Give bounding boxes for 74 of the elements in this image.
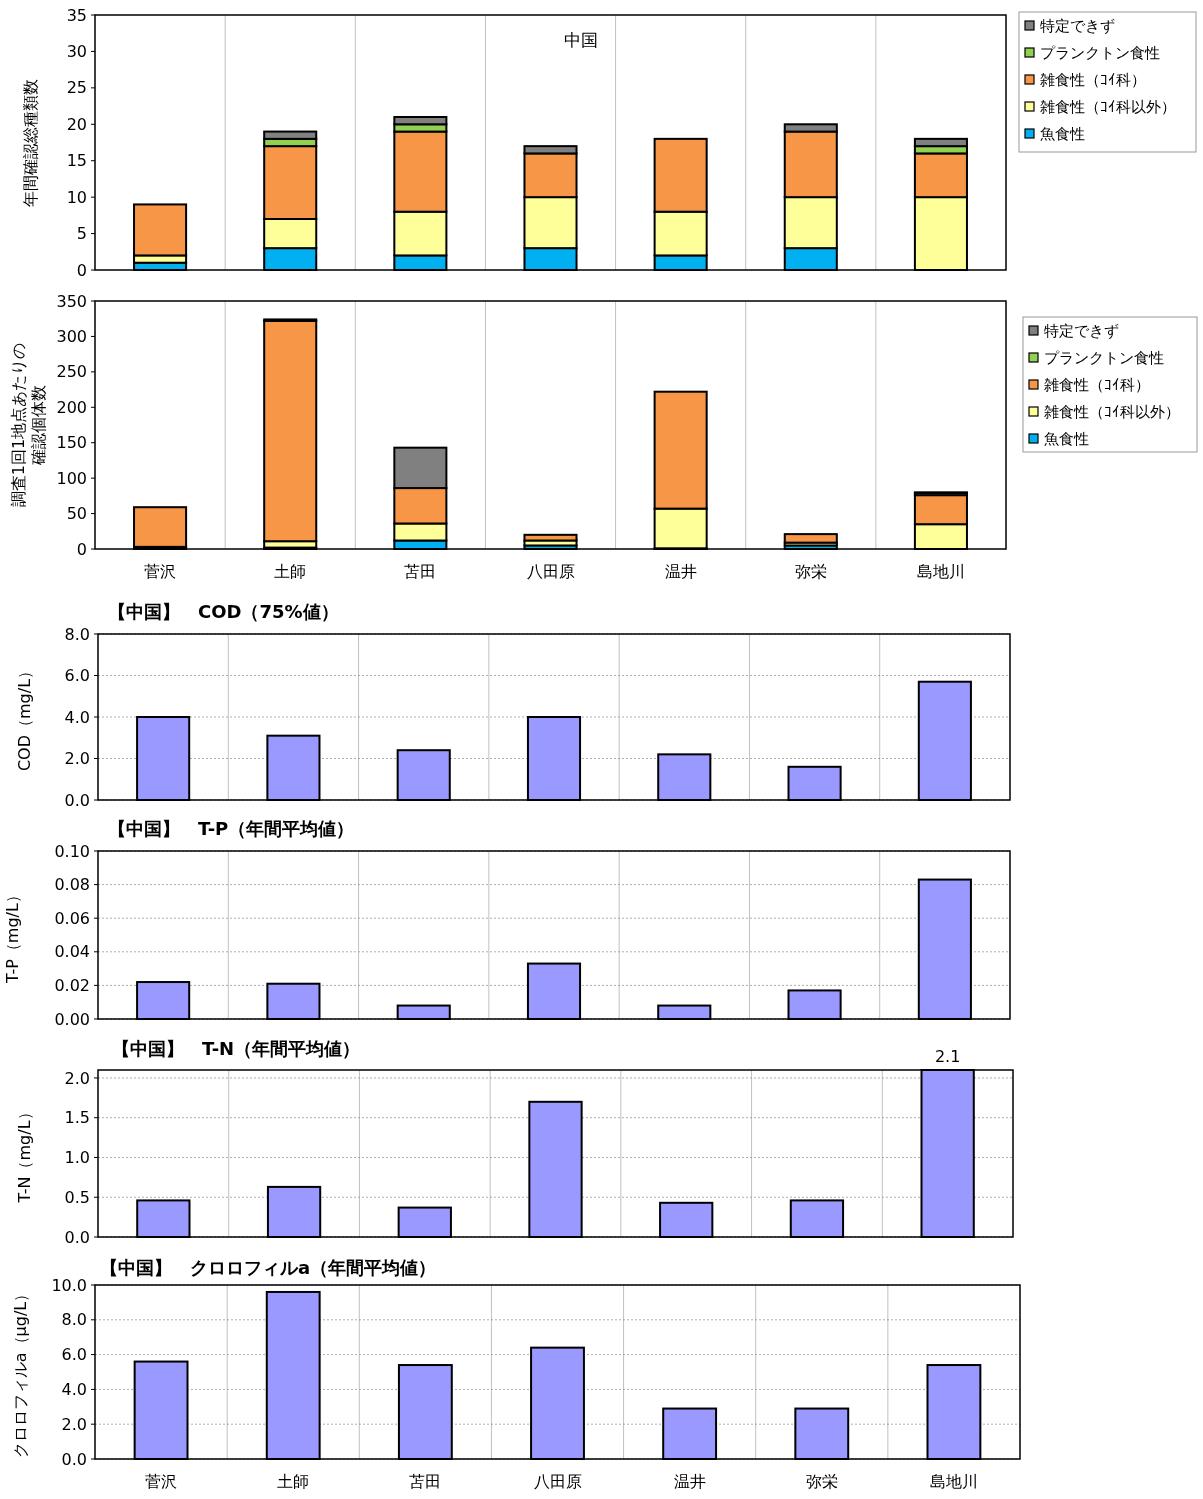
y-tick-label: 0.0: [64, 1227, 90, 1247]
x-tick-label: 温井: [673, 1472, 706, 1491]
y-tick-label: 2.0: [64, 1068, 90, 1088]
y-tick-label: 15: [66, 151, 87, 171]
y-tick-label: 0.10: [54, 841, 90, 861]
y-tick-label: 25: [66, 78, 87, 98]
data-label: 2.1: [934, 1047, 961, 1066]
y-tick-label: 0.0: [61, 1449, 87, 1469]
y-tick-label: 150: [56, 433, 87, 453]
y-tick-label: 200: [56, 397, 87, 417]
y-axis-title: COD（mg/L）: [15, 662, 34, 772]
y-tick-label: 250: [56, 362, 87, 382]
legend-label: 雑食性（ｺｲ科）: [1040, 71, 1146, 90]
legend-label: 雑食性（ｺｲ科）: [1044, 376, 1150, 395]
x-tick-label: 島地川: [929, 1472, 978, 1491]
chart-title: 【中国】 T-P（年間平均値）: [108, 818, 355, 839]
text: 中国: [564, 30, 598, 50]
legend-label: 雑食性（ｺｲ科以外）: [1040, 98, 1176, 117]
legend-label: 特定できず: [1044, 322, 1119, 341]
legend-label: 特定できず: [1040, 17, 1115, 36]
legend-label: プランクトン食性: [1040, 44, 1160, 63]
y-tick-label: 2.0: [64, 749, 90, 769]
y-tick-label: 350: [56, 291, 87, 311]
y-tick-label: 1.0: [64, 1148, 90, 1168]
y-tick-label: 35: [66, 5, 87, 25]
y-tick-label: 0: [76, 539, 87, 559]
y-tick-label: 300: [56, 327, 87, 347]
y-tick-label: 100: [56, 468, 87, 488]
y-axis-title: クロロフィルa（μg/L）: [11, 1285, 30, 1459]
x-tick-label: 弥栄: [794, 562, 827, 581]
x-tick-label: 苫田: [409, 1472, 442, 1491]
y-axis-title: 年間確認総種類数: [21, 78, 40, 207]
y-tick-label: 20: [66, 114, 87, 134]
y-tick-label: 8.0: [64, 624, 90, 644]
x-tick-label: 弥栄: [805, 1472, 838, 1491]
y-tick-label: 8.0: [61, 1310, 87, 1330]
legend-label: 魚食性: [1044, 430, 1089, 449]
y-tick-label: 50: [66, 504, 87, 524]
y-tick-label: 4.0: [61, 1380, 87, 1399]
y-tick-label: 0.5: [64, 1187, 90, 1207]
x-tick-label: 温井: [664, 562, 697, 581]
y-tick-label: 10: [66, 187, 87, 207]
x-tick-label: 八田原: [533, 1472, 582, 1491]
x-tick-label: 土師: [274, 562, 307, 581]
y-tick-label: 4.0: [64, 707, 90, 727]
y-tick-label: 5: [76, 224, 87, 244]
y-tick-label: 30: [66, 42, 87, 62]
y-tick-label: 0.00: [54, 1009, 90, 1029]
y-tick-label: 0.04: [54, 942, 90, 962]
x-tick-label: 苫田: [404, 562, 437, 581]
legend-label: 雑食性（ｺｲ科以外）: [1044, 403, 1180, 422]
x-tick-label: 八田原: [526, 562, 575, 581]
chart-title: 【中国】 T-N（年間平均値）: [112, 1038, 361, 1059]
legend-label: プランクトン食性: [1044, 349, 1164, 368]
legend-label: 魚食性: [1040, 125, 1085, 144]
y-tick-label: 1.5: [64, 1108, 90, 1128]
y-axis-title: 調査1回1地点あたりの確認個体数: [9, 342, 48, 508]
x-tick-label: 島地川: [916, 562, 965, 581]
y-tick-label: 0.02: [54, 976, 90, 995]
chart-title: 【中国】 クロロフィルa（年間平均値）: [100, 1257, 437, 1278]
y-tick-label: 2.0: [61, 1414, 87, 1434]
y-tick-label: 0.0: [64, 790, 90, 810]
y-axis-title: T-P（mg/L）: [3, 887, 22, 984]
y-tick-label: 0.06: [54, 908, 90, 928]
x-tick-label: 土師: [277, 1472, 310, 1491]
y-tick-label: 0.08: [54, 875, 90, 895]
y-tick-label: 6.0: [61, 1345, 87, 1365]
x-tick-label: 菅沢: [145, 1472, 178, 1491]
y-tick-label: 10.0: [51, 1275, 87, 1295]
x-tick-label: 菅沢: [144, 562, 177, 581]
y-tick-label: 6.0: [64, 666, 90, 686]
y-axis-title: T-N（mg/L）: [15, 1104, 34, 1204]
y-tick-label: 0: [76, 260, 87, 280]
chart-title: 【中国】 COD（75%値）: [108, 601, 339, 622]
